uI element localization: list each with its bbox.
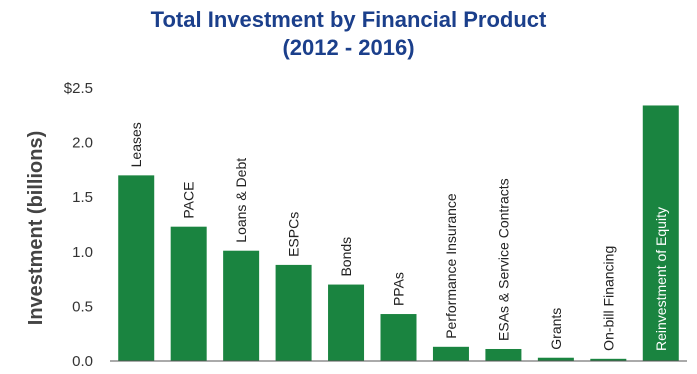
bar-label: On-bill Financing — [600, 246, 616, 351]
bar-labels: Leases PACE Loans & Debt ESPCs Bonds PPAs Perf… — [128, 122, 669, 351]
bar — [223, 250, 260, 361]
bar-label: PPAs — [391, 272, 407, 306]
chart-title-block: Total Investment by Financial Product (2… — [0, 6, 697, 62]
bar-label: Performance Insurance — [443, 193, 459, 339]
bar-label: Grants — [548, 308, 564, 350]
bar-label: Reinvestment of Equity — [653, 207, 669, 351]
y-axis-label: Investment (billions) — [25, 131, 47, 325]
bar — [537, 357, 574, 361]
bar-label: ESPCs — [286, 212, 302, 257]
chart-title: Total Investment by Financial Product — [150, 7, 547, 32]
bar — [380, 314, 417, 361]
bar — [328, 284, 365, 361]
y-tick-label: $2.5 — [64, 80, 93, 97]
bar-label: Leases — [128, 122, 144, 167]
bar — [170, 226, 207, 361]
bar — [485, 348, 522, 361]
bar-label: Loans & Debt — [233, 158, 249, 243]
y-tick-label: 2.0 — [72, 135, 93, 152]
y-axis-ticks: 0.0 0.5 1.0 1.5 2.0 $2.5 — [64, 80, 93, 370]
bar — [642, 105, 679, 361]
bar — [118, 175, 155, 361]
y-tick-label: 1.0 — [72, 244, 93, 261]
y-tick-label: 1.5 — [72, 189, 93, 206]
bar — [275, 264, 312, 361]
y-tick-label: 0.5 — [72, 298, 93, 315]
y-tick-label: 0.0 — [72, 353, 93, 370]
chart-subtitle: (2012 - 2016) — [282, 35, 415, 60]
bar — [432, 346, 469, 361]
bars — [118, 105, 679, 361]
bar-label: Bonds — [338, 237, 354, 277]
bar-label: ESAs & Service Contracts — [495, 178, 511, 341]
bar-label: PACE — [181, 182, 197, 219]
bar — [590, 358, 627, 361]
